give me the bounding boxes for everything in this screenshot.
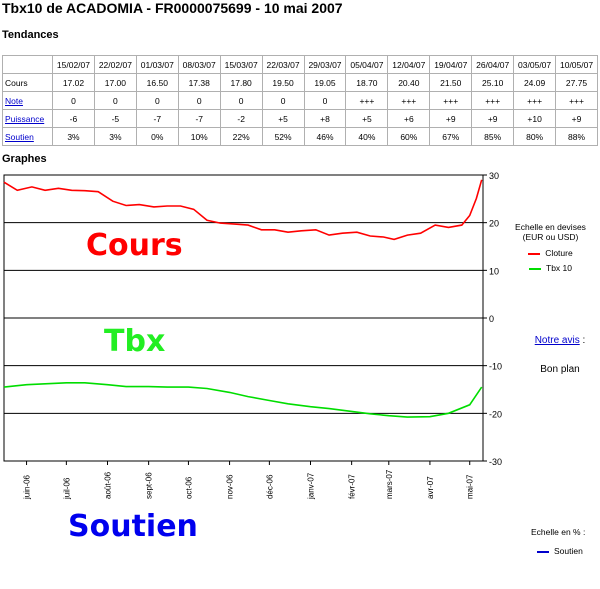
date-header: 10/05/07 bbox=[555, 55, 598, 74]
main-legend: Echelle en devises (EUR ou USD) Cloture … bbox=[503, 222, 598, 273]
notre-avis-link[interactable]: Notre avis bbox=[534, 335, 580, 346]
legend-swatch bbox=[529, 267, 541, 270]
table-cell: +9 bbox=[555, 109, 598, 128]
main-x-tick-label: janv-07 bbox=[307, 472, 316, 500]
main-x-tick-label: mars-07 bbox=[385, 469, 394, 499]
legend-label: Cloture bbox=[545, 248, 573, 258]
notre-avis-value: Bon plan bbox=[540, 364, 580, 375]
main-y-tick-label: -20 bbox=[489, 409, 502, 419]
tbx-big-label: Tbx bbox=[104, 324, 166, 359]
legend-item-tbx10: Tbx 10 bbox=[503, 263, 598, 273]
legend-label: Soutien bbox=[554, 546, 583, 556]
cours-big-label: Cours bbox=[86, 228, 183, 263]
soutien-legend-title: Echelle en % : bbox=[531, 527, 586, 537]
main-x-tick-label: sept-06 bbox=[145, 472, 154, 499]
series-line-tbx-10 bbox=[3, 381, 483, 418]
legend-label: Tbx 10 bbox=[546, 263, 572, 273]
main-y-tick-label: -30 bbox=[489, 457, 502, 467]
series-line-cloture bbox=[3, 179, 483, 241]
table-cell: 60% bbox=[387, 127, 431, 146]
legend-subtitle: (EUR ou USD) bbox=[522, 232, 579, 242]
tendances-table: 15/02/07 22/02/07 01/03/07 08/03/07 15/03/07… bbox=[2, 55, 598, 146]
table-row-puissance: Puissance -6 -5 -7 -7 -2 +5 +8 +5 +6 +9 +9 +10 +9 bbox=[2, 109, 598, 128]
table-row-note: Note 0 0 0 0 0 0 0 +++ +++ +++ +++ +++ +++ bbox=[2, 91, 598, 110]
main-x-tick-label: août-06 bbox=[103, 471, 112, 499]
legend-item-soutien: Soutien bbox=[531, 546, 599, 556]
row-link-puissance[interactable]: Puissance bbox=[5, 113, 45, 124]
soutien-big-label: Soutien bbox=[68, 509, 198, 544]
table-row-soutien: Soutien 3% 3% 0% 10% 22% 52% 46% 40% 60% 67% 85% 80%… bbox=[2, 127, 598, 146]
main-x-tick-label: déc-06 bbox=[265, 474, 274, 499]
main-chart: 30 20 10 0 -10 -20 -30 juin-06 juil-06 août-06 sep… bbox=[3, 171, 502, 500]
table-header-row: 15/02/07 22/02/07 01/03/07 08/03/07 15/03/07… bbox=[2, 55, 598, 74]
notre-avis: Notre avis : Bon plan bbox=[520, 335, 600, 375]
legend-swatch bbox=[537, 550, 549, 553]
main-y-tick-label: 20 bbox=[489, 219, 499, 229]
table-cell: 85% bbox=[471, 127, 515, 146]
main-x-tick-label: juin-06 bbox=[23, 474, 32, 500]
main-y-tick-label: -10 bbox=[489, 362, 502, 372]
table-cell: 88% bbox=[555, 127, 598, 146]
legend-title: Echelle en devises bbox=[515, 222, 586, 232]
main-x-tick-label: nov-06 bbox=[226, 474, 235, 499]
main-y-tick-label: 30 bbox=[489, 171, 499, 181]
main-x-tick-label: mai-07 bbox=[466, 474, 475, 499]
section-graphes: Graphes bbox=[2, 153, 47, 165]
legend-item-cloture: Cloture bbox=[503, 248, 598, 258]
main-x-tick-label: avr-07 bbox=[426, 476, 435, 499]
page-title: Tbx10 de ACADOMIA - FR0000075699 - 10 ma… bbox=[2, 0, 343, 16]
legend-swatch bbox=[528, 252, 541, 255]
table-cell: 0% bbox=[135, 127, 179, 146]
soutien-legend: Echelle en % : Soutien bbox=[531, 527, 599, 556]
notre-avis-colon: : bbox=[582, 335, 586, 346]
main-x-tick-label: févr-07 bbox=[348, 474, 357, 499]
row-link-soutien[interactable]: Soutien bbox=[5, 131, 34, 142]
main-x-tick-label: oct-06 bbox=[184, 476, 193, 499]
main-y-tick-label: 10 bbox=[489, 266, 499, 276]
main-x-tick-label: juil-06 bbox=[62, 477, 71, 500]
row-header: Soutien bbox=[2, 127, 53, 146]
main-y-tick-label: 0 bbox=[489, 314, 494, 324]
section-tendances: Tendances bbox=[2, 29, 59, 41]
row-link-note[interactable]: Note bbox=[5, 95, 23, 106]
